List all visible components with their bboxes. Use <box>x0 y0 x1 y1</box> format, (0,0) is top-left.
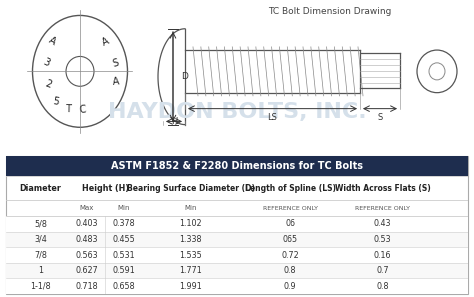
Text: 1-1/8: 1-1/8 <box>30 282 51 291</box>
Text: Diameter: Diameter <box>19 184 61 192</box>
Text: Width Across Flats (S): Width Across Flats (S) <box>335 184 430 192</box>
Text: 3: 3 <box>41 57 51 69</box>
Text: Height (H): Height (H) <box>82 184 129 192</box>
Text: 0.16: 0.16 <box>374 250 392 260</box>
Text: 1: 1 <box>38 266 43 275</box>
Bar <box>6 278 468 294</box>
Bar <box>6 156 468 176</box>
Text: S: S <box>112 57 120 69</box>
Text: 2: 2 <box>43 78 53 90</box>
Text: 1.102: 1.102 <box>180 219 202 228</box>
Text: A: A <box>46 36 57 48</box>
Text: 1.338: 1.338 <box>180 235 202 244</box>
Text: 3/4: 3/4 <box>34 235 47 244</box>
Text: A: A <box>112 77 120 87</box>
Text: 0.53: 0.53 <box>374 235 392 244</box>
Text: REFERENCE ONLY: REFERENCE ONLY <box>355 206 410 211</box>
Text: Length of Spline (LS): Length of Spline (LS) <box>245 184 336 192</box>
Text: Max: Max <box>80 205 94 211</box>
Text: 5/8: 5/8 <box>34 219 47 228</box>
Text: HAYDON BOLTS, INC.: HAYDON BOLTS, INC. <box>108 102 366 122</box>
Text: Bearing Surface Diameter (D): Bearing Surface Diameter (D) <box>127 184 255 192</box>
Text: 0.627: 0.627 <box>75 266 98 275</box>
Text: D: D <box>181 72 188 81</box>
Bar <box>6 216 468 232</box>
Text: 0.531: 0.531 <box>112 250 135 260</box>
Text: Min: Min <box>184 205 197 211</box>
Text: 0.658: 0.658 <box>112 282 135 291</box>
Bar <box>6 263 468 278</box>
Text: 0.403: 0.403 <box>75 219 98 228</box>
Bar <box>6 232 468 247</box>
Text: 0.43: 0.43 <box>374 219 392 228</box>
Text: 065: 065 <box>283 235 298 244</box>
Text: 7/8: 7/8 <box>34 250 47 260</box>
Text: C: C <box>79 105 87 115</box>
Text: 0.455: 0.455 <box>112 235 135 244</box>
Text: 1.535: 1.535 <box>179 250 202 260</box>
Text: 06: 06 <box>285 219 295 228</box>
Text: 0.591: 0.591 <box>112 266 135 275</box>
Text: T: T <box>65 104 71 114</box>
Text: 0.72: 0.72 <box>282 250 299 260</box>
Text: REFERENCE ONLY: REFERENCE ONLY <box>263 206 318 211</box>
Text: 0.483: 0.483 <box>75 235 98 244</box>
Text: 0.8: 0.8 <box>376 282 389 291</box>
Text: A: A <box>101 36 111 48</box>
Text: ASTM F1852 & F2280 Dimensions for TC Bolts: ASTM F1852 & F2280 Dimensions for TC Bol… <box>111 161 363 171</box>
Text: S: S <box>377 113 383 122</box>
Text: 0.563: 0.563 <box>75 250 98 260</box>
Text: 0.7: 0.7 <box>376 266 389 275</box>
Text: H: H <box>171 117 177 126</box>
Bar <box>6 247 468 263</box>
Text: 0.718: 0.718 <box>75 282 98 291</box>
Text: 1.991: 1.991 <box>179 282 202 291</box>
Text: 0.8: 0.8 <box>284 266 296 275</box>
Text: 0.378: 0.378 <box>112 219 135 228</box>
Text: 5: 5 <box>52 96 60 107</box>
Text: TC Bolt Dimension Drawing: TC Bolt Dimension Drawing <box>268 7 392 16</box>
Text: Min: Min <box>118 205 130 211</box>
Text: 1.771: 1.771 <box>179 266 202 275</box>
Text: 0.9: 0.9 <box>284 282 297 291</box>
Text: LS: LS <box>267 113 277 122</box>
